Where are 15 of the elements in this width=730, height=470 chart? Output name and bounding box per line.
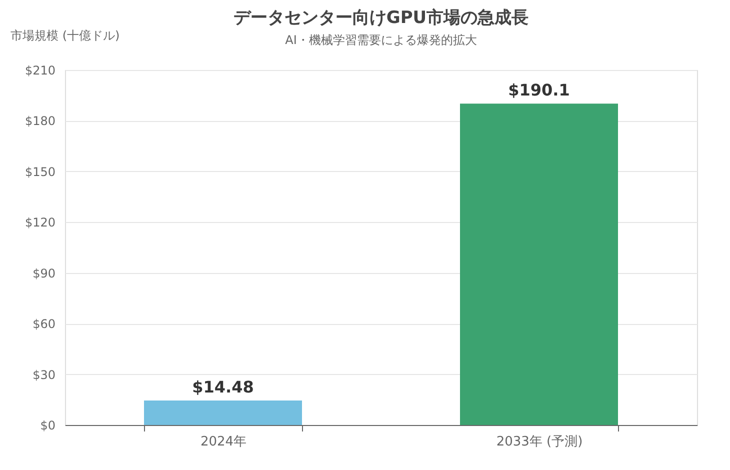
y-tick-label: $30 [32,368,56,382]
y-tick-label: $90 [32,266,56,280]
data-label: $190.1 [508,80,570,100]
chart-subtitle: AI・機械学習需要による爆発的拡大 [285,33,477,47]
y-tick-label: $210 [24,64,56,78]
data-label: $14.48 [192,378,254,397]
chart-title: データセンター向けGPU市場の急成長 [233,8,529,28]
x-tick-label: 2033年 (予測) [496,434,583,450]
y-axis-title: 市場規模 (十億ドル) [10,28,120,42]
y-tick-label: $150 [24,164,56,179]
y-tick-label: $0 [40,418,56,432]
x-tick-label: 2024年 [200,434,247,450]
y-tick-label: $180 [24,114,56,128]
y-tick-label: $120 [24,216,56,230]
y-tick-label: $60 [32,317,56,332]
